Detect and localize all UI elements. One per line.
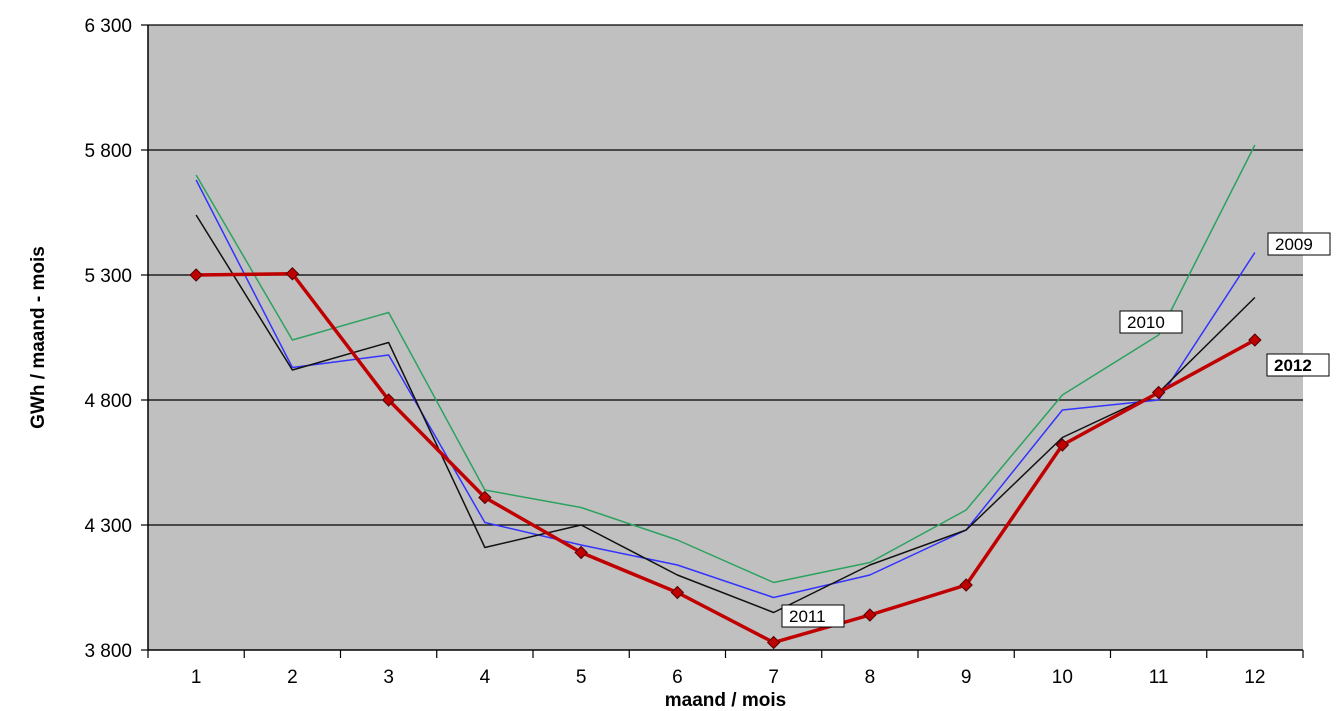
series-label-text: 2010 [1127,313,1165,332]
y-axis-ticks: 3 800 4 300 4 800 5 300 5 800 6 300 [84,16,148,662]
series-layer [189,144,1262,650]
series-2010-line [195,144,1256,584]
x-axis-ticks: 1 2 3 4 5 6 7 8 9 10 11 12 [147,650,1304,688]
series-label-2011: 2011 [781,604,845,628]
x-tick-label: 3 [383,667,394,688]
x-axis-title: maand / mois [665,690,786,711]
series-label-box [1119,310,1183,334]
x-tick-label: 8 [865,667,876,688]
series-2012-marker [959,578,973,592]
x-tick-label: 1 [191,667,202,688]
series-label-2009: 2009 [1267,232,1331,256]
y-tick-label: 5 800 [84,141,132,162]
x-tick-label: 12 [1244,667,1265,688]
series-label-box [781,604,845,628]
gridlines [148,24,1303,526]
y-tick-label: 3 800 [84,641,132,662]
x-tick-label: 5 [576,667,587,688]
series-2012-marker [1248,333,1262,347]
x-tick-label: 4 [480,667,491,688]
x-tick-label: 7 [768,667,779,688]
series-2012-marker [381,393,396,407]
x-tick-label: 11 [1149,667,1169,688]
series-label-text: 2009 [1275,235,1313,254]
series-label-2012: 2012 [1266,353,1330,377]
series-2009-line [195,179,1256,599]
x-tick-label: 9 [961,667,972,688]
series-2011-line [195,214,1256,614]
series-2012-marker [863,608,877,622]
series-labels: 2009 2010 2011 2012 [781,232,1331,628]
y-tick-label: 5 300 [84,266,132,287]
y-tick-label: 4 800 [84,391,132,412]
y-axis-title: GWh / maand - mois [28,246,49,429]
y-tick-label: 6 300 [84,16,132,37]
series-2012-marker [285,267,300,281]
series-2012-line [196,272,1256,645]
series-2012-marker [574,545,588,560]
x-tick-label: 2 [287,667,298,688]
x-tick-label: 10 [1052,667,1073,688]
series-2012-marker [1151,385,1166,400]
series-label-text: 2012 [1274,356,1312,375]
series-2012-marker [478,490,492,505]
series-2012-marker [670,585,685,600]
plot-area [148,25,1303,650]
y-tick-label: 4 300 [84,516,132,537]
series-label-2010: 2010 [1119,310,1183,334]
series-label-text: 2011 [789,607,826,626]
series-2012-marker [766,635,781,650]
series-2012-marker [1055,438,1070,452]
x-tick-label: 6 [672,667,683,688]
series-2012-marker [189,268,203,282]
series-label-box [1266,353,1330,377]
series-label-box [1267,232,1331,256]
